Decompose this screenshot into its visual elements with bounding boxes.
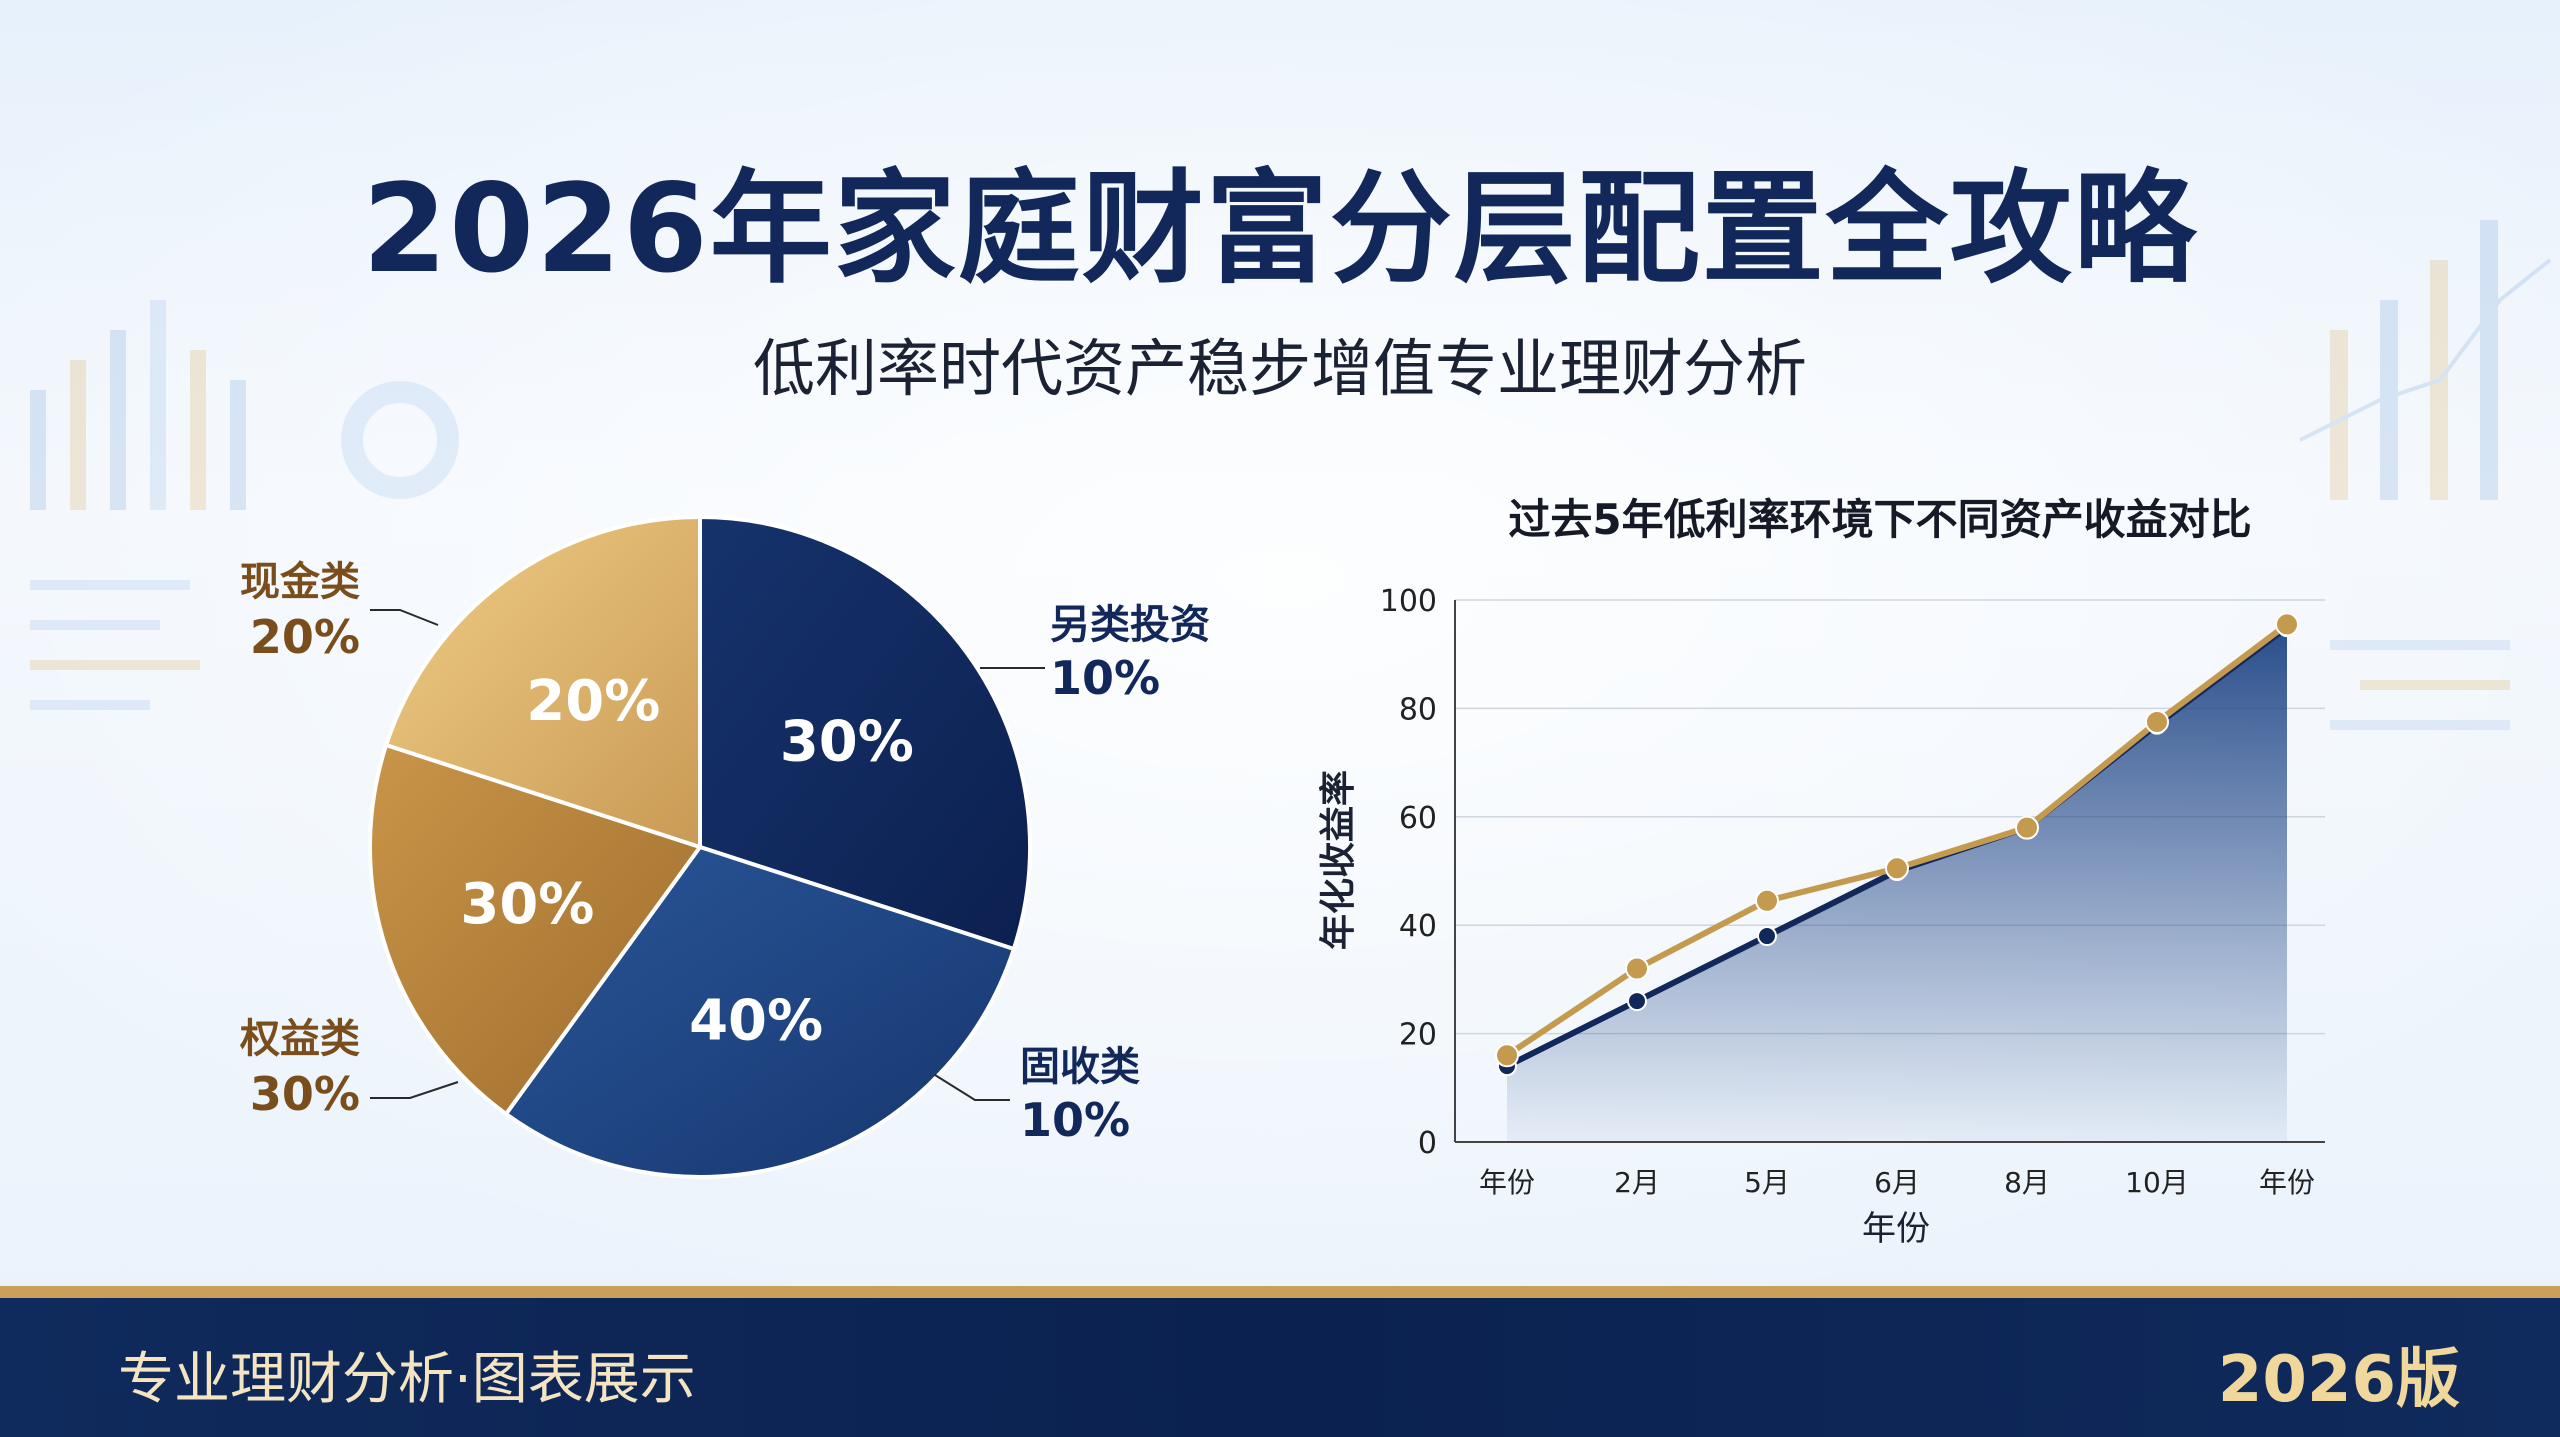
pie-leader-line [934, 1074, 1010, 1101]
series-point [1625, 956, 1649, 981]
pie-slice-label: 40% [689, 989, 823, 1054]
series-point [2275, 612, 2299, 637]
series-point [1495, 1043, 1519, 1068]
pie-outer-name: 权益类 [239, 1016, 360, 1062]
line-chart-title: 过去5年低利率环境下不同资产收益对比 [1508, 495, 2252, 544]
x-tick-label: 年份 [1479, 1166, 1535, 1199]
x-tick-label: 10月 [2125, 1166, 2189, 1199]
series-point [1627, 991, 1647, 1012]
x-tick-label: 年份 [2259, 1166, 2315, 1199]
pie-slice [503, 844, 1017, 1180]
pie-outer-value: 10% [1020, 1093, 1130, 1147]
series-area-fill [1507, 627, 2287, 1142]
footer-bar: 专业理财分析·图表展示 2026版 [0, 1286, 2560, 1437]
footer-left-text: 专业理财分析·图表展示 [118, 1347, 696, 1412]
y-tick-label: 100 [1380, 584, 1437, 619]
pie-slice-label: 30% [460, 872, 594, 937]
x-tick-label: 8月 [2004, 1166, 2050, 1199]
pie-slice [368, 742, 704, 1117]
pie-leader-line [370, 609, 439, 626]
pie-leader-line [370, 1081, 459, 1099]
series-point [1757, 926, 1777, 947]
series-point [1885, 856, 1909, 881]
y-tick-label: 80 [1399, 692, 1437, 727]
x-axis-label: 年份 [1862, 1209, 1930, 1249]
y-tick-label: 0 [1418, 1126, 1437, 1161]
x-tick-label: 2月 [1614, 1166, 1660, 1199]
pie-slice-label: 20% [526, 669, 660, 734]
page-title: 2026年家庭财富分层配置全攻略 [362, 158, 2198, 300]
y-tick-label: 60 [1399, 801, 1437, 836]
y-axis-label: 年化收益率 [1318, 770, 1359, 950]
pie-slice-label: 30% [780, 709, 914, 774]
y-tick-label: 40 [1399, 909, 1437, 944]
pie-outer-name: 另类投资 [1050, 602, 1210, 648]
pie-outer-value: 20% [250, 610, 360, 664]
x-tick-label: 5月 [1744, 1166, 1790, 1199]
y-tick-label: 20 [1399, 1018, 1437, 1053]
x-tick-label: 6月 [1874, 1166, 1920, 1199]
footer-edition-badge: 2026版 [2217, 1343, 2460, 1417]
pie-slice [383, 514, 702, 850]
background-decoration [0, 0, 2560, 1286]
pie-outer-name: 现金类 [240, 559, 360, 605]
pie-outer-name: 固收类 [1020, 1044, 1140, 1090]
pie-outer-value: 10% [1050, 651, 1160, 705]
series-point [1755, 888, 1779, 913]
pie-outer-value: 30% [250, 1067, 360, 1121]
series-point [2015, 815, 2039, 840]
page-subtitle: 低利率时代资产稳步增值专业理财分析 [752, 332, 1807, 405]
series-point [2145, 709, 2169, 734]
pie-slice [698, 514, 1033, 952]
